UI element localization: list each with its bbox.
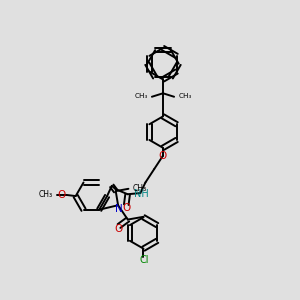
Text: O: O — [122, 203, 130, 213]
Text: O: O — [114, 224, 122, 234]
Text: CH₃: CH₃ — [133, 184, 147, 193]
Text: N: N — [115, 204, 123, 214]
Text: CH₃: CH₃ — [134, 93, 148, 99]
Text: CH₃: CH₃ — [38, 190, 52, 200]
Text: Cl: Cl — [139, 255, 149, 265]
Text: O: O — [58, 190, 66, 200]
Text: NH: NH — [134, 188, 149, 199]
Text: O: O — [159, 151, 167, 161]
Text: CH₃: CH₃ — [178, 93, 192, 99]
